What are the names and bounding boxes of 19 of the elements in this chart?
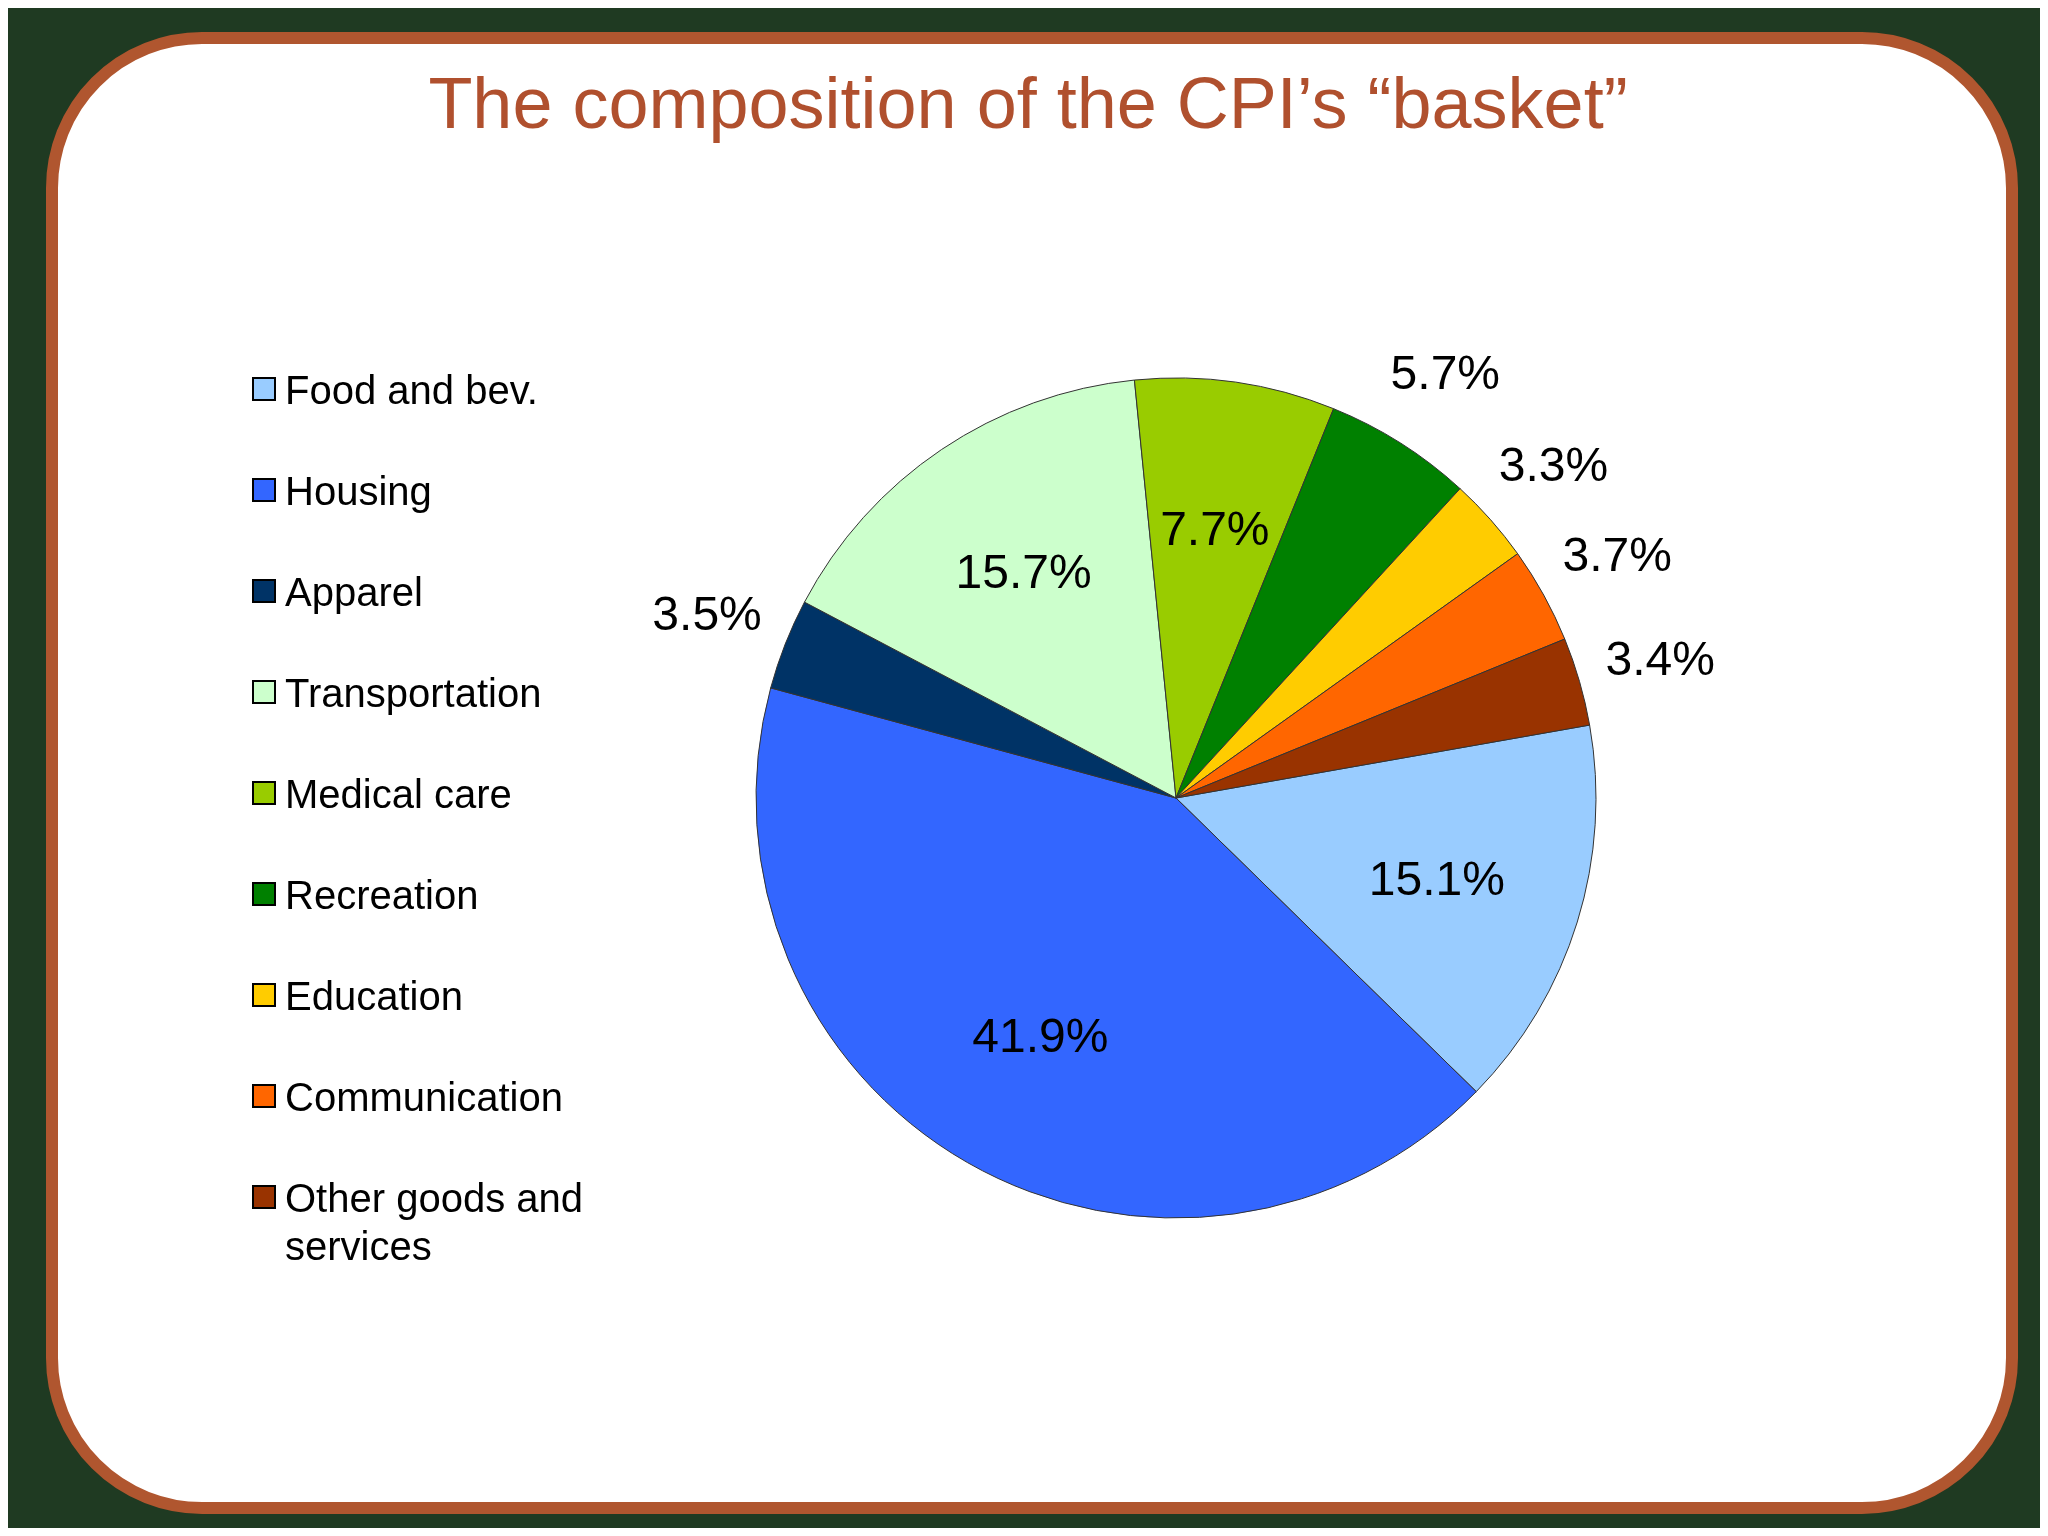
data-label: 3.7% — [1562, 528, 1672, 582]
legend-label: Apparel — [285, 570, 423, 614]
legend-label: Transportation — [285, 671, 542, 715]
legend-label: Recreation — [285, 873, 479, 917]
legend-label: Food and bev. — [285, 368, 538, 412]
chart-title: The composition of the CPI’s “basket” — [428, 63, 1628, 144]
data-label: 15.1% — [1368, 852, 1505, 906]
data-label: 7.7% — [1160, 501, 1270, 555]
data-label: 41.9% — [972, 1008, 1109, 1062]
legend-label: Communication — [285, 1075, 563, 1119]
legend-label: Other goods and services — [285, 1176, 583, 1268]
data-label: 3.3% — [1498, 437, 1609, 491]
data-label: 3.5% — [652, 587, 762, 641]
data-label: 3.4% — [1605, 631, 1715, 685]
legend-label: Medical care — [285, 772, 512, 816]
data-label: 15.7% — [955, 545, 1092, 599]
legend-label: Housing — [285, 469, 432, 513]
data-label: 5.7% — [1390, 345, 1501, 399]
legend-label: Education — [285, 974, 463, 1018]
